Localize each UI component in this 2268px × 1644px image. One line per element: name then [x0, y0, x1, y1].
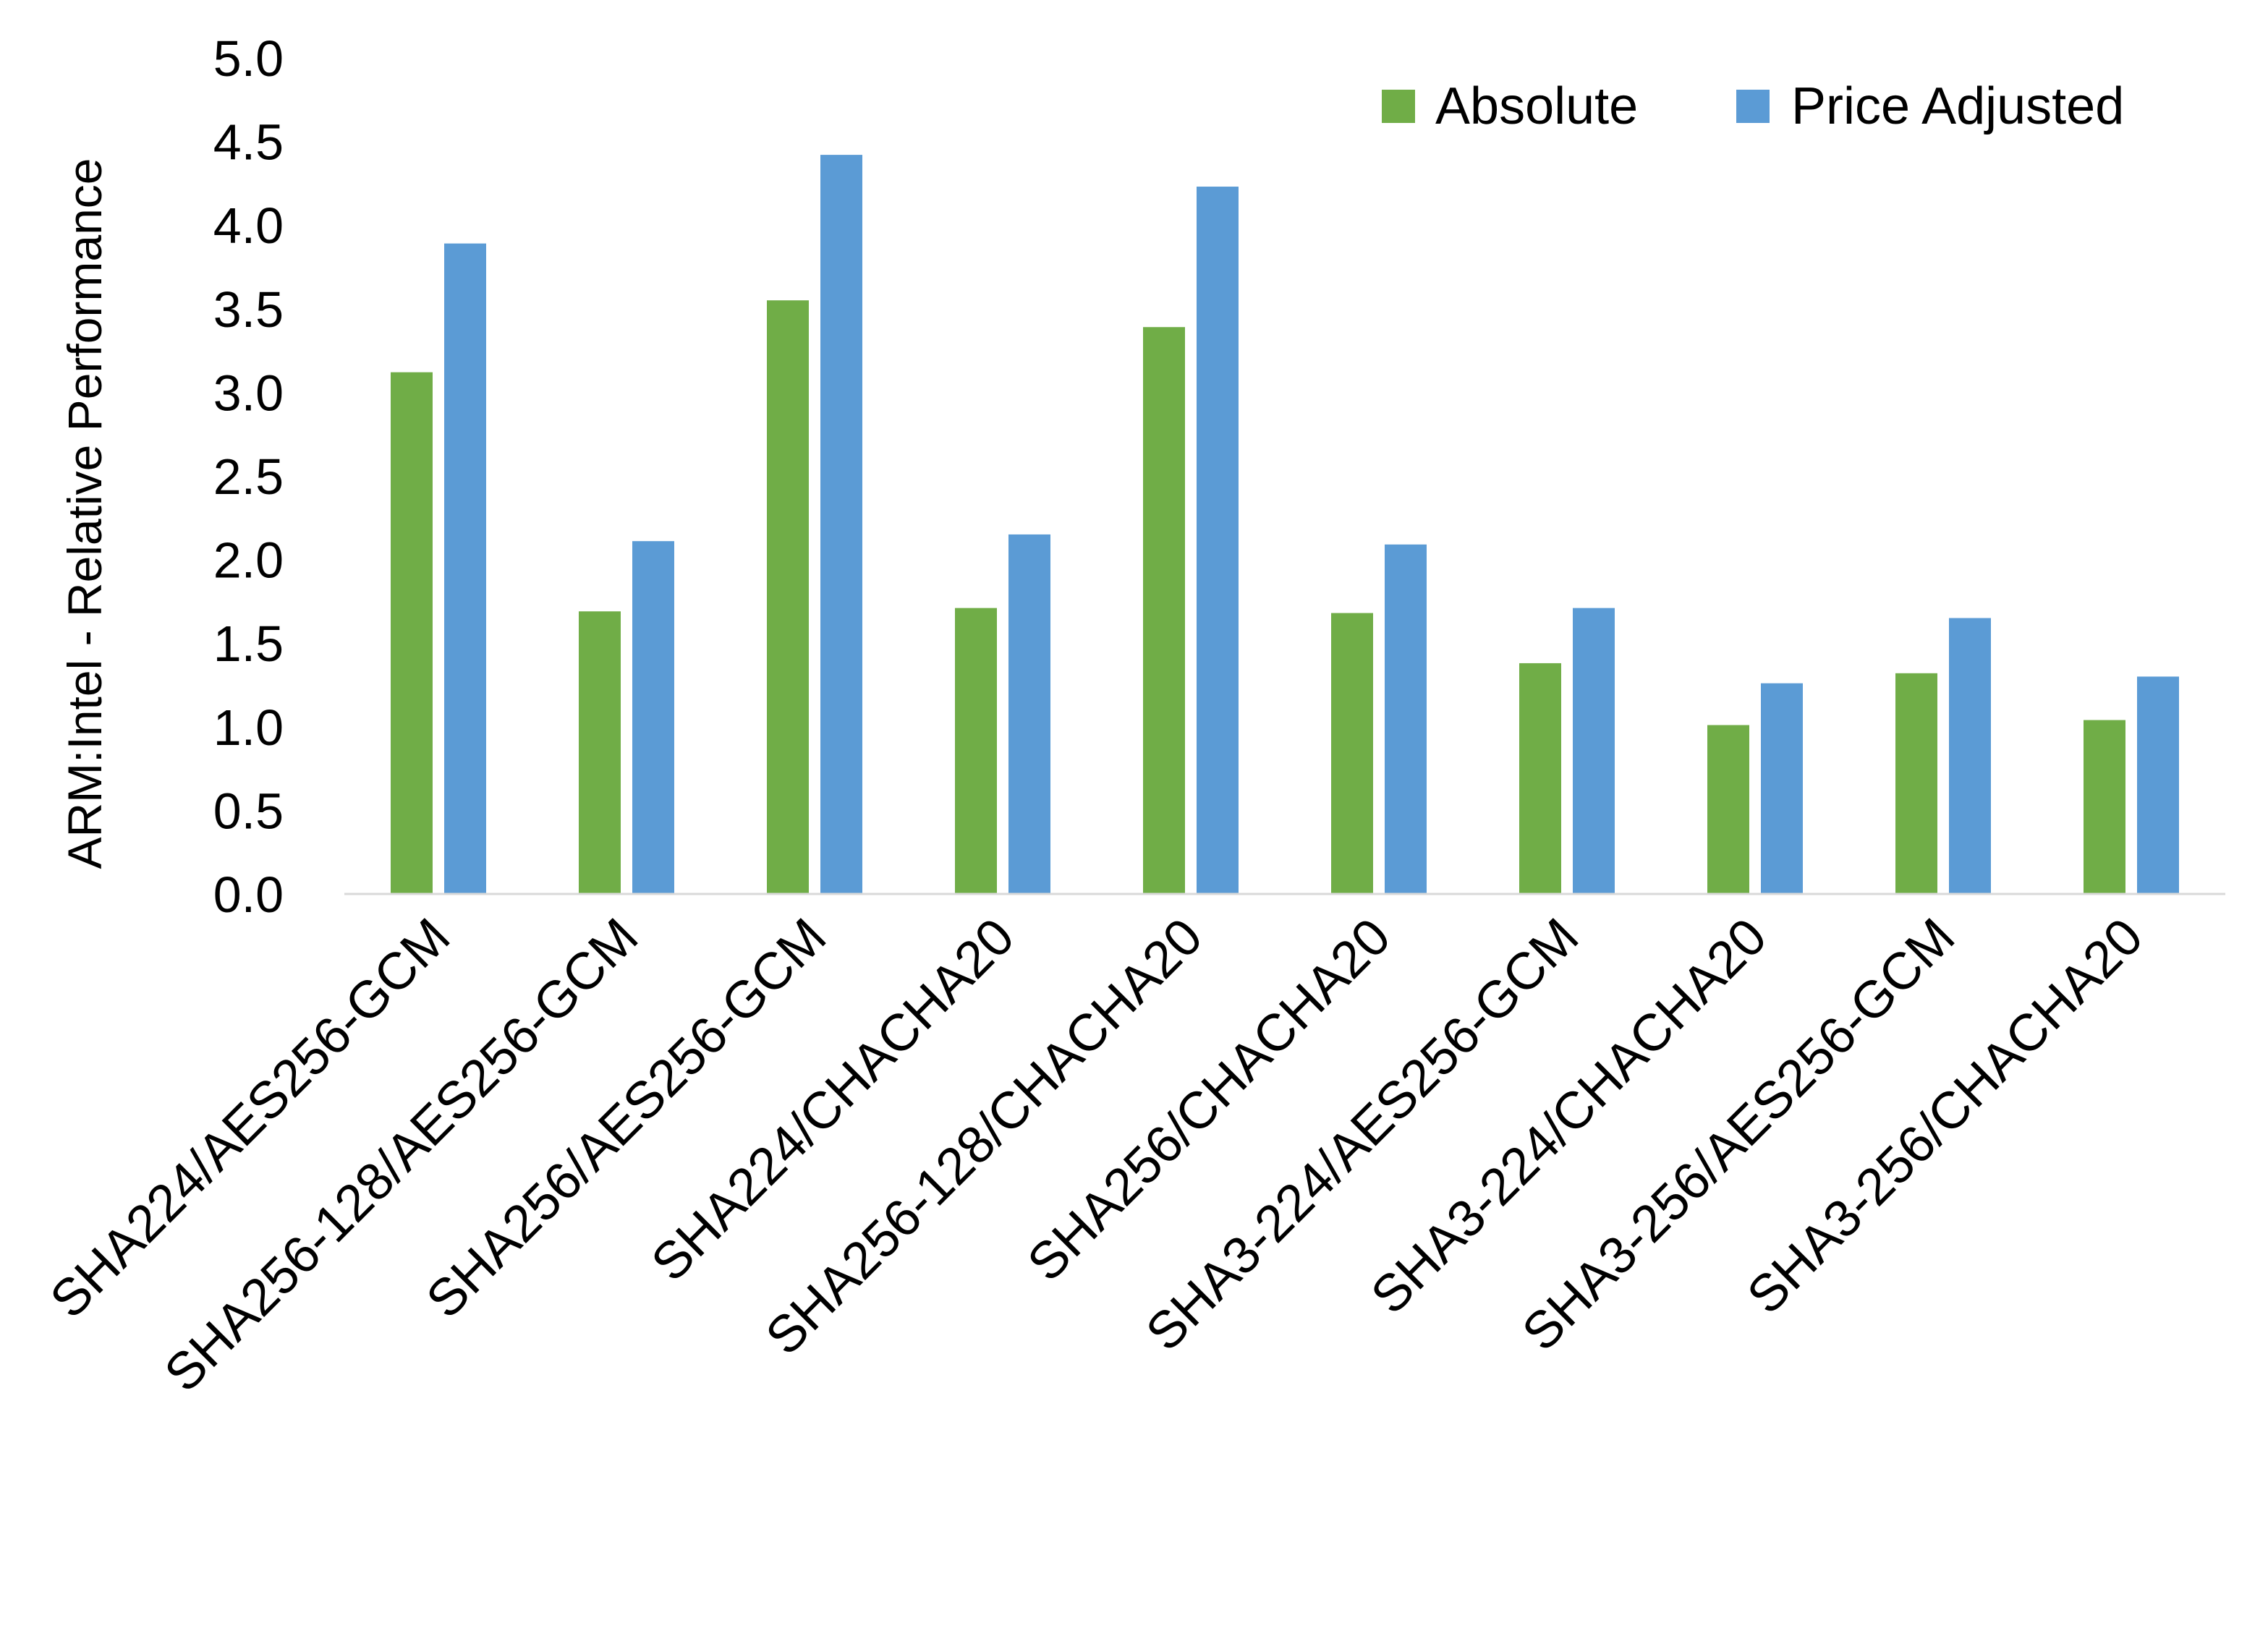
bar-absolute — [2084, 720, 2125, 894]
bar-price-adjusted — [820, 155, 862, 894]
bar-absolute — [391, 372, 433, 894]
legend-swatch-price-adjusted — [1736, 90, 1770, 123]
bar-price-adjusted — [1573, 608, 1615, 894]
x-tick-label: SHA224/CHACHA20 — [640, 908, 1025, 1292]
x-tick-label: SHA3-256/CHACHA20 — [1736, 908, 2154, 1325]
bar-absolute — [579, 611, 621, 894]
y-tick-label: 0.5 — [213, 783, 284, 839]
y-tick-label: 1.0 — [213, 699, 284, 756]
bar-price-adjusted — [1761, 683, 1803, 894]
bar-absolute — [1331, 613, 1373, 894]
y-tick-label: 1.5 — [213, 616, 284, 672]
bar-absolute — [955, 608, 997, 894]
y-tick-label: 5.0 — [213, 30, 284, 87]
y-tick-label: 4.5 — [213, 114, 284, 171]
legend-label-absolute: Absolute — [1435, 77, 1638, 135]
bar-absolute — [1519, 663, 1561, 894]
x-tick-label: SHA3-224/CHACHA20 — [1360, 908, 1778, 1325]
legend-label-price-adjusted: Price Adjusted — [1791, 77, 2124, 135]
legend-swatch-absolute — [1382, 90, 1415, 123]
bar-absolute — [1707, 725, 1749, 894]
y-tick-label: 4.0 — [213, 197, 284, 254]
legend: Absolute Price Adjusted — [1382, 77, 2124, 135]
bar-price-adjusted — [444, 243, 486, 895]
bar-price-adjusted — [1008, 534, 1050, 894]
y-tick-label: 0.0 — [213, 866, 284, 923]
y-axis-title: ARM:Intel - Relative Performance — [58, 158, 111, 869]
bar-price-adjusted — [2137, 676, 2179, 894]
y-tick-label: 2.0 — [213, 532, 284, 589]
y-tick-label: 3.0 — [213, 365, 284, 421]
bar-price-adjusted — [1949, 618, 1991, 894]
bar-price-adjusted — [1197, 187, 1239, 894]
y-tick-label: 3.5 — [213, 281, 284, 338]
bar-absolute — [1895, 673, 1937, 894]
bar-price-adjusted — [632, 541, 674, 894]
y-tick-label: 2.5 — [213, 448, 284, 505]
bar-absolute — [1143, 327, 1185, 894]
bar-absolute — [767, 300, 809, 894]
bar-price-adjusted — [1385, 544, 1427, 894]
x-tick-label: SHA256/CHACHA20 — [1016, 908, 1401, 1292]
